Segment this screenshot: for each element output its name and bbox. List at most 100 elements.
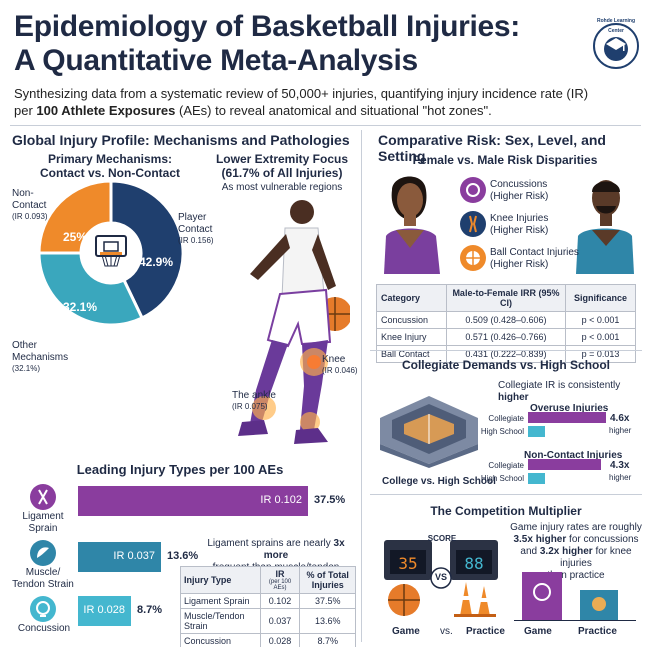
competition-note: Game injury rates are roughly 3.5x highe… [510, 522, 642, 581]
scoreboard-illustration: 35 88 SCORE VS [382, 534, 500, 598]
bar-label-practice: Practice [578, 626, 617, 637]
subtitle-line1: Synthesizing data from a systematic revi… [14, 86, 589, 101]
bar-label-concussion: Concussion [17, 623, 71, 634]
basketball-player-illustration [190, 194, 352, 452]
table-header: Category [376, 284, 447, 312]
risk-item-knee: Knee Injuries (Higher Risk) [490, 213, 549, 236]
concussion-icon [460, 177, 486, 203]
collegiate-bars [528, 412, 608, 492]
high-school-bar [528, 473, 545, 484]
non-contact-label: Non- Contact (IR 0.093) [12, 188, 48, 221]
table-row: Muscle/Tendon Strain 0.037 13.6% [180, 608, 356, 634]
left-section-heading: Global Injury Profile: Mechanisms and Pa… [12, 132, 350, 148]
noncontact-hs-label: High School [480, 474, 524, 483]
player-contact-label: Player Contact (IR 0.156) [178, 212, 214, 245]
knee-label: Knee (IR 0.046) [322, 354, 358, 375]
basketball-hoop-icon [86, 226, 136, 276]
traffic-cones-icon [450, 578, 500, 618]
noncontact-college-label: Collegiate [488, 461, 524, 470]
table-row: Concussion 0.509 (0.428–0.606) p < 0.001 [376, 311, 636, 329]
vs-label: VS [434, 572, 447, 582]
bar-label-ligament: Ligament Sprain [22, 511, 64, 534]
slice-label-non-contact: 25% [62, 230, 88, 244]
bar-label-game: Game [524, 626, 552, 637]
high-school-bar [528, 426, 545, 437]
slice-label-player-contact: 42.9% [138, 255, 174, 269]
collegiate-title: Collegiate Demands vs. High School [401, 358, 611, 372]
svg-text:88: 88 [464, 554, 483, 573]
slice-label-other: 32.1% [62, 300, 98, 314]
ligament-icon [30, 484, 56, 510]
college-bar [528, 412, 606, 423]
column-divider [361, 130, 362, 642]
lower-extremity-subtitle: As most vulnerable regions [221, 182, 343, 193]
injury-bar-ir: IR 0.037 [113, 550, 155, 562]
college-bar [528, 459, 601, 470]
injury-bar-pct: 37.5% [314, 494, 346, 506]
male-athlete-illustration [568, 170, 642, 274]
competition-title: The Competition Multiplier [430, 504, 582, 518]
table-header: Significance [565, 284, 636, 312]
collegiate-note: Collegiate IR is consistently higher [498, 380, 621, 403]
injury-bar: IR 0.037 [78, 542, 161, 572]
stadium-illustration [374, 388, 484, 468]
knee-icon [460, 211, 486, 237]
competition-bar-axis [514, 620, 636, 621]
overuse-title: Overuse Injuries [530, 403, 609, 414]
basketball-icon [386, 582, 422, 618]
label-practice: Practice [466, 626, 505, 637]
injury-type-bars: IR 0.102 37.5% IR 0.037 13.6% IR 0.028 8.7% [78, 486, 362, 626]
injury-bar: IR 0.102 [78, 486, 308, 516]
mechanisms-donut [36, 178, 186, 328]
table-header: % of Total Injuries [299, 566, 356, 594]
female-athlete-illustration [374, 170, 448, 274]
muscle-icon [30, 540, 56, 566]
slice-player-contact [109, 179, 185, 320]
noncontact-multiplier-sub: higher [609, 473, 632, 482]
ball-contact-icon [460, 245, 486, 271]
overuse-college-label: Collegiate [488, 414, 524, 423]
bar-label-muscle: Muscle/ Tendon Strain [12, 567, 74, 590]
head-icon [30, 596, 56, 622]
other-mechanisms-label: Other Mechanisms (32.1%) [12, 340, 69, 373]
mechanisms-title: Primary Mechanisms: Contact vs. Non-Cont… [39, 152, 180, 180]
injury-types-heading: Leading Injury Types per 100 AEs [76, 462, 284, 477]
risk-item-concussion: Concussions (Higher Risk) [490, 179, 549, 202]
injury-bar-ir: IR 0.028 [83, 604, 125, 616]
college-caption: College vs. High School [382, 476, 496, 487]
slice-non-contact [37, 179, 113, 255]
sex-disparity-title: Female vs. Male Risk Disparities [412, 153, 598, 167]
page-title-line2: A Quantitative Meta-Analysis [14, 44, 418, 77]
game-bar [522, 572, 562, 620]
noncontact-multiplier: 4.3x [610, 460, 630, 471]
table-row: Knee Injury 0.571 (0.426–0.766) p < 0.00… [376, 328, 636, 346]
table-row: Concussion 0.028 8.7% [180, 633, 356, 647]
scoreboard-label: SCORE [427, 534, 457, 543]
overuse-hs-label: High School [480, 427, 524, 436]
subtitle-line2: per 100 Athlete Exposures (AEs) to revea… [14, 103, 492, 118]
risk-item-ball-contact: Ball Contact Injuries (Higher Risk) [490, 247, 579, 270]
table-row: Ball Contact 0.431 (0.222–0.839) p = 0.0… [376, 345, 636, 363]
label-vs: vs. [440, 626, 453, 637]
page-title-line1: Epidemiology of Basketball Injuries: [14, 10, 520, 43]
logo-text: Rohde Learning Center [596, 18, 636, 34]
table-header: Male-to-Female IRR (95% CI) [445, 284, 567, 312]
injury-bar-pct: 8.7% [137, 604, 163, 616]
right-section-heading: Comparative Risk: Sex, Level, and Settin… [378, 132, 606, 164]
injury-bar: IR 0.028 [78, 596, 131, 626]
svg-text:35: 35 [398, 554, 417, 573]
practice-bar [580, 590, 618, 620]
slice-other [37, 251, 145, 327]
table-row: Ligament Sprain 0.102 37.5% [180, 593, 356, 609]
label-game: Game [392, 626, 420, 637]
non-contact-title: Non-Contact Injuries [524, 450, 623, 461]
overuse-multiplier-sub: higher [609, 426, 632, 435]
injury-types-table: Injury Type IR (per 100 AEs) % of Total In… [180, 566, 356, 647]
injury-bar-ir: IR 0.102 [260, 494, 302, 506]
right-divider-1 [370, 350, 642, 351]
ankle-label: The ankle (IR 0.075) [232, 390, 276, 411]
sex-irr-table: Category Male-to-Female IRR (95% CI) Sig… [376, 284, 636, 363]
injury-bar-pct: 13.6% [167, 550, 199, 562]
right-divider-2 [370, 494, 642, 495]
logo: Rohde Learning Center [592, 18, 640, 70]
